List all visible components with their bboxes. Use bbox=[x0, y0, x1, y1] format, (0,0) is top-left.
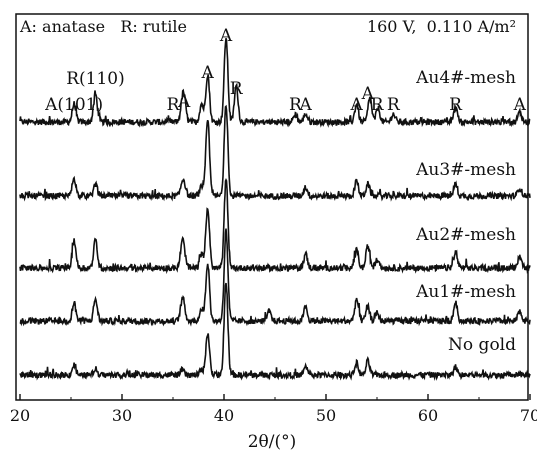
x-tick-label: 40 bbox=[214, 406, 234, 425]
peak-annotation: R bbox=[230, 79, 244, 99]
peak-annotation: A bbox=[177, 92, 191, 112]
x-axis-ticks: 20 30 40 50 60 70 bbox=[10, 394, 537, 425]
x-tick-label: 20 bbox=[10, 406, 30, 425]
trace-label: Au3#-mesh bbox=[415, 160, 516, 180]
trace-labels: Au4#-mesh Au3#-mesh Au2#-mesh Au1#-mesh No g… bbox=[415, 68, 516, 355]
peak-annotation: R bbox=[387, 95, 401, 115]
peak-annotation: R bbox=[289, 95, 303, 115]
peak-annotation: R bbox=[449, 95, 463, 115]
legend-conditions: 160 V, 0.110 A/m² bbox=[367, 17, 516, 36]
trace-line bbox=[19, 38, 531, 128]
peak-annotation: A bbox=[349, 95, 363, 115]
trace-line bbox=[19, 178, 531, 275]
plot-frame bbox=[15, 13, 529, 401]
peak-annotation: A bbox=[298, 95, 312, 115]
trace-line bbox=[19, 282, 531, 381]
trace-label: Au1#-mesh bbox=[415, 282, 516, 302]
x-axis-title: 2θ/(°) bbox=[248, 432, 297, 452]
peak-annotation: A bbox=[219, 26, 233, 46]
peak-annotation: A bbox=[201, 63, 215, 83]
trace-label: No gold bbox=[448, 335, 516, 355]
x-tick-label: 60 bbox=[418, 406, 438, 425]
trace-label: Au2#-mesh bbox=[415, 225, 516, 245]
trace-line bbox=[19, 228, 531, 327]
trace-line bbox=[19, 104, 531, 202]
peak-annotation: A(101) bbox=[44, 95, 103, 115]
peak-annotation: A bbox=[513, 95, 527, 115]
x-tick-label: 50 bbox=[316, 406, 336, 425]
peak-annotation: R bbox=[167, 95, 181, 115]
trace-label: Au4#-mesh bbox=[415, 68, 516, 88]
peak-annotation: R bbox=[371, 95, 385, 115]
traces bbox=[19, 38, 531, 381]
x-tick-label: 30 bbox=[112, 406, 132, 425]
peak-annotation: R(110) bbox=[66, 69, 125, 89]
x-tick-label: 70 bbox=[520, 406, 537, 425]
legend-abbreviations: A: anatase R: rutile bbox=[19, 17, 187, 36]
peak-annotation: A bbox=[361, 84, 375, 104]
